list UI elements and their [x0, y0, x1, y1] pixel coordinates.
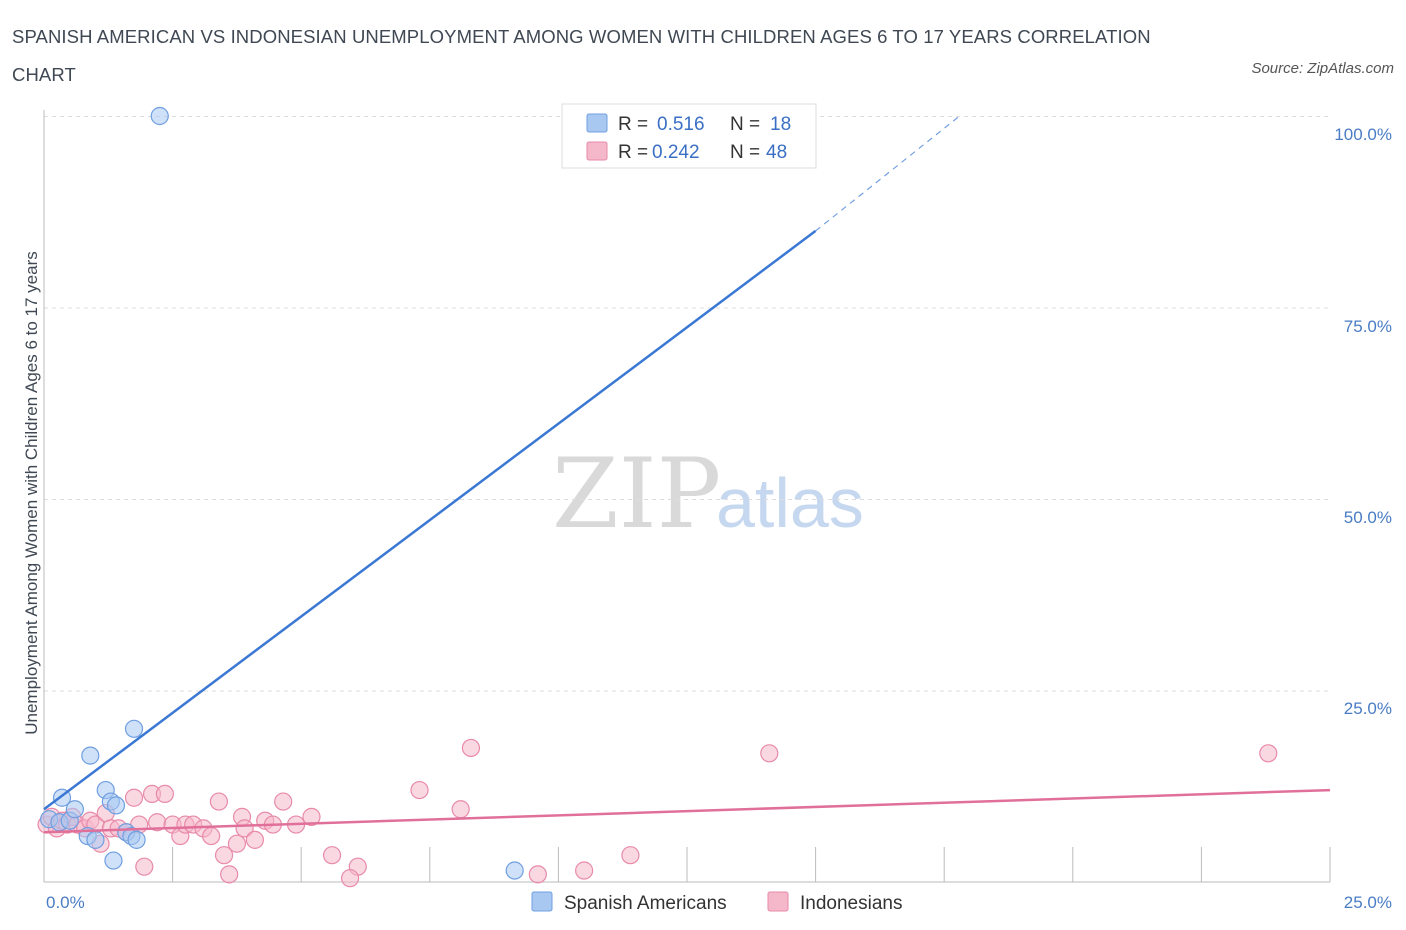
- y-tick-label-100: 100.0%: [1334, 125, 1392, 144]
- indonesian-point-41: [340, 869, 360, 888]
- legend-r-label-2: R =: [618, 142, 648, 163]
- watermark-atlas: atlas: [716, 464, 864, 542]
- legend-n-label-1: N =: [730, 114, 760, 135]
- indonesian-point-29: [220, 865, 239, 884]
- spanish-point-8: [86, 830, 105, 849]
- legend-n-value-2: 48: [766, 142, 787, 163]
- trend-lines: [43, 115, 1331, 834]
- spanish-point-0: [150, 106, 169, 126]
- y-tick-label-50: 50.0%: [1344, 508, 1392, 527]
- indonesian-point-38: [302, 807, 321, 826]
- indonesian-point-36: [274, 792, 293, 811]
- indonesian-point-17: [135, 857, 154, 876]
- indonesian-point-32: [235, 819, 254, 838]
- legend-r-label-1: R =: [618, 114, 648, 135]
- indonesian-point-28: [214, 846, 234, 865]
- spanish-point-11: [106, 796, 126, 815]
- indonesian-point-27: [209, 792, 228, 811]
- series-legend: Spanish Americans Indonesians: [531, 891, 902, 914]
- spanish-point-5: [65, 800, 84, 819]
- indonesian-point-42: [410, 780, 429, 800]
- indonesian-point-30: [227, 834, 246, 853]
- indonesian-point-48: [760, 744, 779, 763]
- spanish-point-14: [124, 719, 144, 738]
- indonesian-point-20: [155, 784, 174, 804]
- indonesian-trend-line: [43, 788, 1331, 834]
- indonesian-point-46: [575, 861, 594, 880]
- indonesian-point-44: [461, 738, 481, 758]
- indonesian-point-47: [621, 846, 640, 865]
- source-label: Source: ZipAtlas.com: [1251, 60, 1394, 77]
- gridlines: [44, 116, 1330, 692]
- spanish-trend-line: [43, 229, 817, 811]
- y-tick-label-25: 25.0%: [1344, 699, 1392, 718]
- indonesian-point-49: [1259, 744, 1278, 763]
- stats-legend: R = 0.516 N = 18 R = 0.242 N = 48: [561, 103, 817, 169]
- indonesian-point-43: [451, 800, 470, 819]
- spanish-point-17: [505, 861, 524, 880]
- indonesian-point-26: [202, 826, 221, 846]
- series-legend-label-spanish: Spanish Americans: [564, 893, 727, 914]
- series-legend-label-indonesian: Indonesians: [800, 893, 902, 914]
- chart-title: SPANISH AMERICAN VS INDONESIAN UNEMPLOYM…: [12, 26, 1151, 85]
- legend-n-value-1: 18: [770, 114, 791, 135]
- watermark-zip: ZIP: [552, 438, 721, 550]
- indonesian-point-33: [245, 830, 265, 849]
- spanish-trend-extension: [815, 115, 961, 232]
- spanish-point-6: [81, 746, 100, 765]
- series-legend-swatch-indonesian: [767, 891, 789, 912]
- y-tick-label-75: 75.0%: [1344, 317, 1392, 336]
- series-legend-swatch-spanish: [531, 891, 553, 912]
- legend-swatch-blue: [586, 113, 608, 133]
- legend-swatch-pink: [586, 141, 608, 161]
- legend-n-label-2: N =: [730, 142, 760, 163]
- indonesian-point-15: [124, 788, 144, 807]
- x-tick-label-0: 0.0%: [46, 893, 85, 912]
- data-points: [37, 106, 1278, 888]
- legend-r-value-2: 0.242: [652, 142, 700, 163]
- axes: [43, 110, 1331, 883]
- x-tick-label-25: 25.0%: [1344, 893, 1392, 912]
- indonesian-point-45: [528, 865, 547, 884]
- legend-r-value-1: 0.516: [657, 114, 705, 135]
- y-axis-label: Unemployment Among Women with Children A…: [22, 251, 41, 735]
- spanish-point-16: [104, 851, 123, 870]
- spanish-point-15: [127, 830, 146, 849]
- indonesian-point-39: [322, 846, 342, 865]
